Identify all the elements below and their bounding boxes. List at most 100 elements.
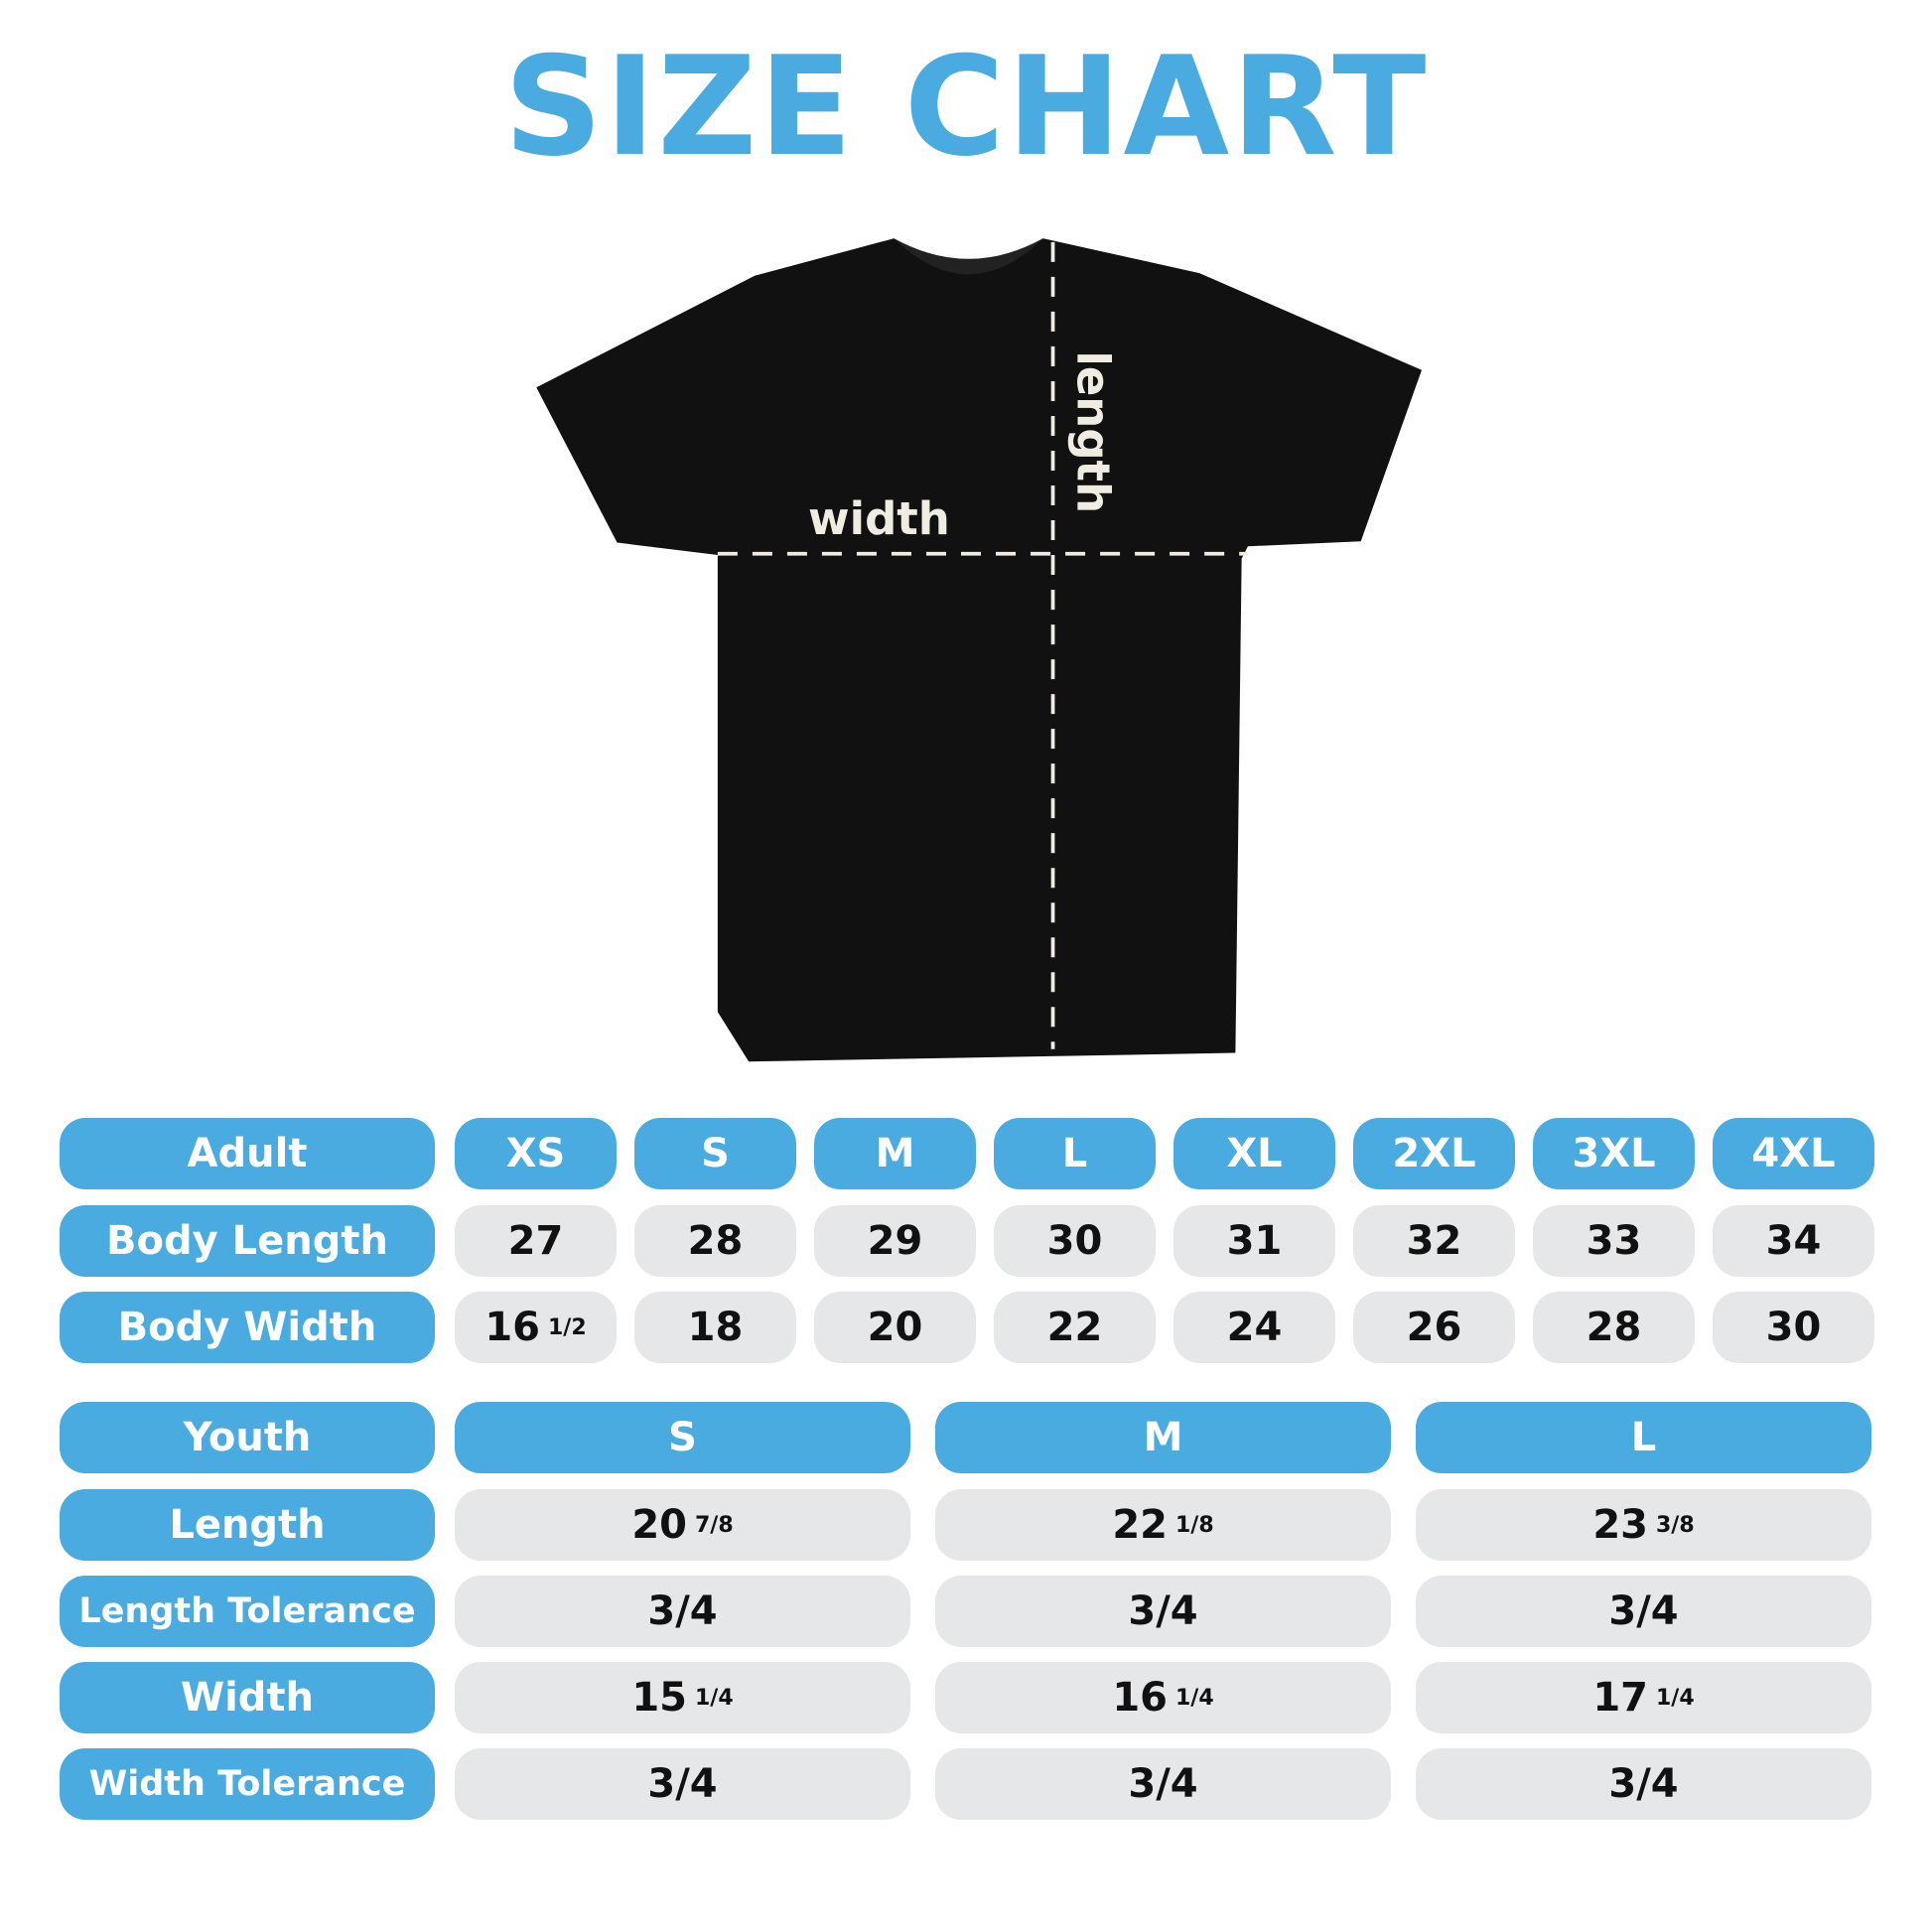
adult-value-cell: 33	[1533, 1205, 1695, 1277]
value: 3/4	[1128, 1761, 1198, 1807]
value: 3/4	[1128, 1588, 1198, 1634]
value: 3/4	[647, 1588, 718, 1634]
youth-row-label: Length Tolerance	[60, 1576, 435, 1647]
size-label: L	[1061, 1131, 1088, 1176]
adult-value-cell: 30	[994, 1205, 1156, 1277]
size-label: XS	[505, 1131, 566, 1176]
youth-value-cell: 15 1/4	[455, 1662, 910, 1733]
value: 33	[1586, 1218, 1642, 1264]
adult-size-header: XS	[455, 1118, 617, 1189]
size-label: M	[1143, 1415, 1183, 1460]
adult-value-cell: 29	[814, 1205, 976, 1277]
adult-value-cell: 27	[455, 1205, 617, 1277]
size-label: 4XL	[1751, 1131, 1836, 1176]
adult-value-cell: 18	[634, 1292, 796, 1363]
value: 20	[867, 1305, 923, 1350]
value: 28	[687, 1218, 744, 1264]
value: 18	[687, 1305, 744, 1350]
adult-row-label: Body Width	[60, 1292, 435, 1363]
value: 24	[1226, 1305, 1283, 1350]
adult-value-cell: 34	[1713, 1205, 1874, 1277]
row-label: Width Tolerance	[88, 1764, 406, 1804]
value: 28	[1586, 1305, 1642, 1350]
fraction: 7/8	[695, 1512, 734, 1538]
value: 29	[867, 1218, 923, 1264]
size-label: XL	[1226, 1131, 1283, 1176]
adult-size-header: S	[634, 1118, 796, 1189]
value: 16	[1112, 1675, 1168, 1721]
youth-value-cell: 3/4	[935, 1576, 1391, 1647]
youth-row-label: Width	[60, 1662, 435, 1733]
value: 20	[631, 1502, 687, 1548]
value: 30	[1765, 1305, 1822, 1350]
youth-value-cell: 22 1/8	[935, 1489, 1391, 1561]
youth-value-cell: 23 3/8	[1416, 1489, 1871, 1561]
adult-size-header: M	[814, 1118, 976, 1189]
adult-size-header: 2XL	[1353, 1118, 1515, 1189]
value: 16	[484, 1305, 540, 1350]
size-label: M	[875, 1131, 915, 1176]
adult-value-cell: 28	[634, 1205, 796, 1277]
length-label: length	[1067, 350, 1120, 513]
youth-value-cell: 3/4	[455, 1576, 910, 1647]
size-label: S	[701, 1131, 730, 1176]
row-label: Body Length	[106, 1218, 388, 1264]
adult-value-cell: 32	[1353, 1205, 1515, 1277]
adult-value-cell: 22	[994, 1292, 1156, 1363]
adult-value-cell: 30	[1713, 1292, 1874, 1363]
youth-value-cell: 20 7/8	[455, 1489, 910, 1561]
size-label: S	[668, 1415, 697, 1460]
youth-header: Youth	[60, 1402, 435, 1473]
youth-value-cell: 3/4	[1416, 1748, 1871, 1820]
value: 3/4	[1608, 1588, 1679, 1634]
fraction: 1/4	[1175, 1685, 1214, 1711]
adult-value-cell: 26	[1353, 1292, 1515, 1363]
value: 22	[1112, 1502, 1168, 1548]
collar	[894, 238, 1043, 275]
value: 32	[1406, 1218, 1462, 1264]
size-label: 3XL	[1572, 1131, 1656, 1176]
adult-row-label: Body Length	[60, 1205, 435, 1277]
youth-value-cell: 16 1/4	[935, 1662, 1391, 1733]
value: 15	[631, 1675, 687, 1721]
tshirt-shape	[536, 238, 1422, 1062]
value: 26	[1406, 1305, 1462, 1350]
youth-size-header: M	[935, 1402, 1391, 1473]
value: 3/4	[1608, 1761, 1679, 1807]
adult-header: Adult	[60, 1118, 435, 1189]
value: 27	[507, 1218, 564, 1264]
width-label: width	[808, 492, 950, 545]
adult-size-header: XL	[1173, 1118, 1335, 1189]
row-label: Body Width	[117, 1305, 377, 1350]
adult-header-label: Adult	[187, 1131, 308, 1176]
fraction: 1/4	[695, 1685, 734, 1711]
fraction: 3/8	[1656, 1512, 1695, 1538]
youth-value-cell: 17 1/4	[1416, 1662, 1871, 1733]
adult-value-cell: 16 1/2	[455, 1292, 617, 1363]
youth-value-cell: 3/4	[1416, 1576, 1871, 1647]
row-label: Width	[180, 1675, 315, 1721]
adult-size-header: 4XL	[1713, 1118, 1874, 1189]
value: 3/4	[647, 1761, 718, 1807]
value: 34	[1765, 1218, 1822, 1264]
row-label: Length	[169, 1502, 326, 1548]
row-label: Length Tolerance	[78, 1591, 416, 1631]
value: 30	[1046, 1218, 1103, 1264]
adult-value-cell: 31	[1173, 1205, 1335, 1277]
page-title: SIZE CHART	[503, 27, 1429, 187]
adult-size-header: L	[994, 1118, 1156, 1189]
youth-row-label: Length	[60, 1489, 435, 1561]
fraction: 1/8	[1175, 1512, 1214, 1538]
size-label: 2XL	[1392, 1131, 1476, 1176]
youth-size-header: L	[1416, 1402, 1871, 1473]
value: 23	[1592, 1502, 1648, 1548]
youth-row-label: Width Tolerance	[60, 1748, 435, 1820]
value: 31	[1226, 1218, 1283, 1264]
fraction: 1/4	[1656, 1685, 1695, 1711]
adult-value-cell: 28	[1533, 1292, 1695, 1363]
adult-size-header: 3XL	[1533, 1118, 1695, 1189]
value: 17	[1592, 1675, 1648, 1721]
youth-header-label: Youth	[183, 1415, 312, 1460]
fraction: 1/2	[548, 1314, 587, 1340]
